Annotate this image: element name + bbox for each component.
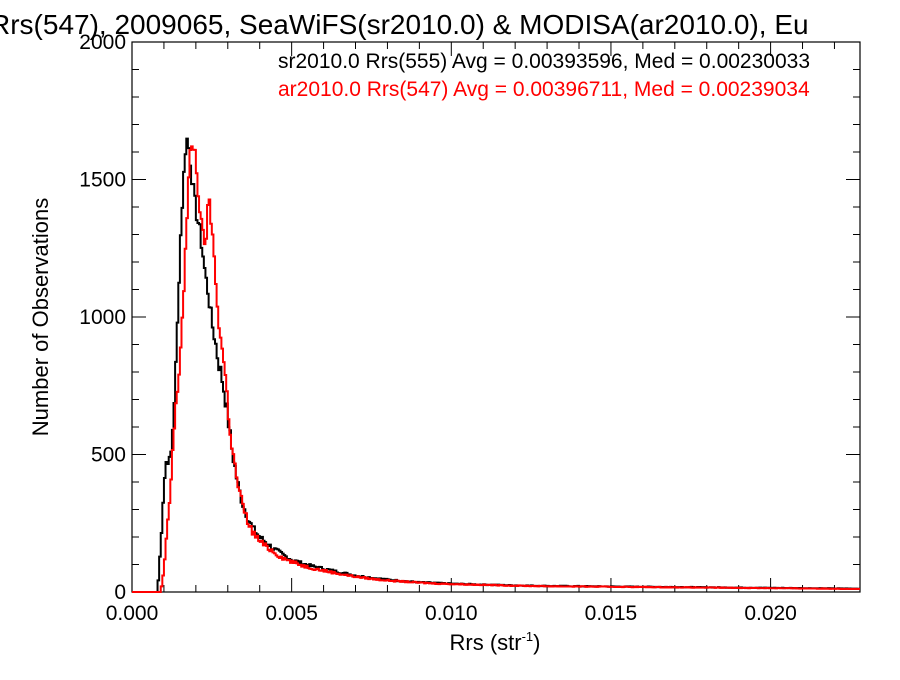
x-tick-label: 0.015 <box>585 602 638 625</box>
axis-ticks <box>131 41 860 593</box>
x-tick-label: 0.010 <box>425 602 478 625</box>
y-tick-label: 1500 <box>79 169 126 192</box>
x-axis-label-close: ) <box>533 630 540 655</box>
x-axis-label: Rrs (str-1) <box>450 629 541 655</box>
x-tick-label: 0.000 <box>106 602 159 625</box>
x-tick-label: 0.020 <box>744 602 797 625</box>
plot-area-frame <box>131 41 861 593</box>
series-lines <box>132 137 860 593</box>
tick-labels: 0.000 0.005 0.010 0.015 0.020 0 500 1000 1500 200… <box>79 31 797 625</box>
x-axis-label-text: Rrs (str <box>450 630 522 655</box>
chart-title: Rrs(547), 2009065, SeaWiFS(sr2010.0) & M… <box>0 9 809 40</box>
y-tick-label: 0 <box>114 581 126 604</box>
y-tick-label: 500 <box>91 444 126 467</box>
series-sr2010-line <box>132 137 860 593</box>
legend-entry-sr2010: sr2010.0 Rrs(555) Avg = 0.00393596, Med … <box>278 50 810 73</box>
x-tick-label: 0.005 <box>265 602 318 625</box>
y-axis-label: Number of Observations <box>28 198 53 436</box>
y-tick-label: 1000 <box>79 306 126 329</box>
x-axis-label-superscript: -1 <box>522 629 534 644</box>
legend-entry-ar2010: ar2010.0 Rrs(547) Avg = 0.00396711, Med … <box>278 78 810 101</box>
series-ar2010-line <box>132 145 860 593</box>
y-tick-label: 2000 <box>79 31 126 54</box>
plot-frame <box>131 41 861 593</box>
